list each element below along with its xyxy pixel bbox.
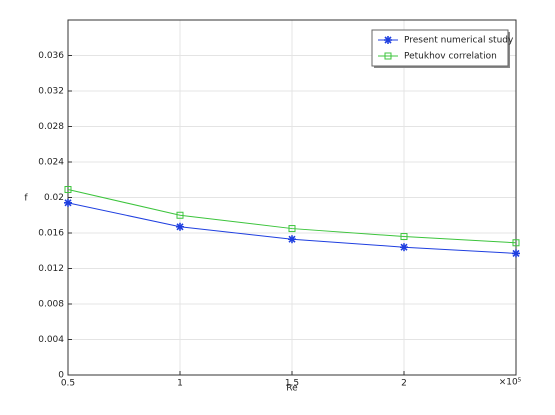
marker-shape [400,233,408,241]
marker-shape [512,249,520,257]
marker [512,249,520,258]
marker [288,235,296,244]
marker-shape [512,239,520,247]
y-tick-label: 0.036 [38,51,64,61]
marker [384,36,392,44]
y-tick-label: 0.032 [38,87,64,97]
marker-shape [176,211,184,219]
legend-label: Petukhov correlation [404,52,497,62]
x-tick-label: 2 [401,379,407,389]
y-tick-label: 0.02 [44,193,64,203]
marker [384,52,392,60]
marker [400,233,408,241]
legend-label: Present numerical study [404,36,514,46]
x-tick-label: 0.5 [61,379,75,389]
marker-shape [384,36,392,44]
marker [512,239,520,247]
marker [176,211,184,219]
marker [400,243,408,252]
y-tick-label: 0.004 [38,335,64,345]
y-axis-label: f [24,194,28,204]
marker-shape [384,52,392,60]
marker-shape [176,223,184,231]
legend-box [371,29,509,67]
y-tick-label: 0 [58,371,64,381]
y-tick-label: 0.028 [38,122,64,132]
marker-shape [400,243,408,251]
y-tick-label: 0.024 [38,158,64,168]
x-tick-label: 1 [177,379,183,389]
marker-shape [288,225,296,233]
marker [64,198,72,207]
y-tick-label: 0.016 [38,229,64,239]
plot-frame [67,19,517,376]
series-line [67,189,517,244]
marker-shape [64,199,72,207]
marker [64,186,72,194]
y-tick-label: 0.008 [38,300,64,310]
marker [288,225,296,233]
marker-shape [288,235,296,243]
x-tick-label: 1.5 [285,379,299,389]
marker [176,222,184,231]
x-axis-label: Re [286,384,298,394]
y-tick-label: 0.012 [38,264,64,274]
x-multiplier: ×10⁵ [499,378,522,388]
marker-shape [64,186,72,194]
